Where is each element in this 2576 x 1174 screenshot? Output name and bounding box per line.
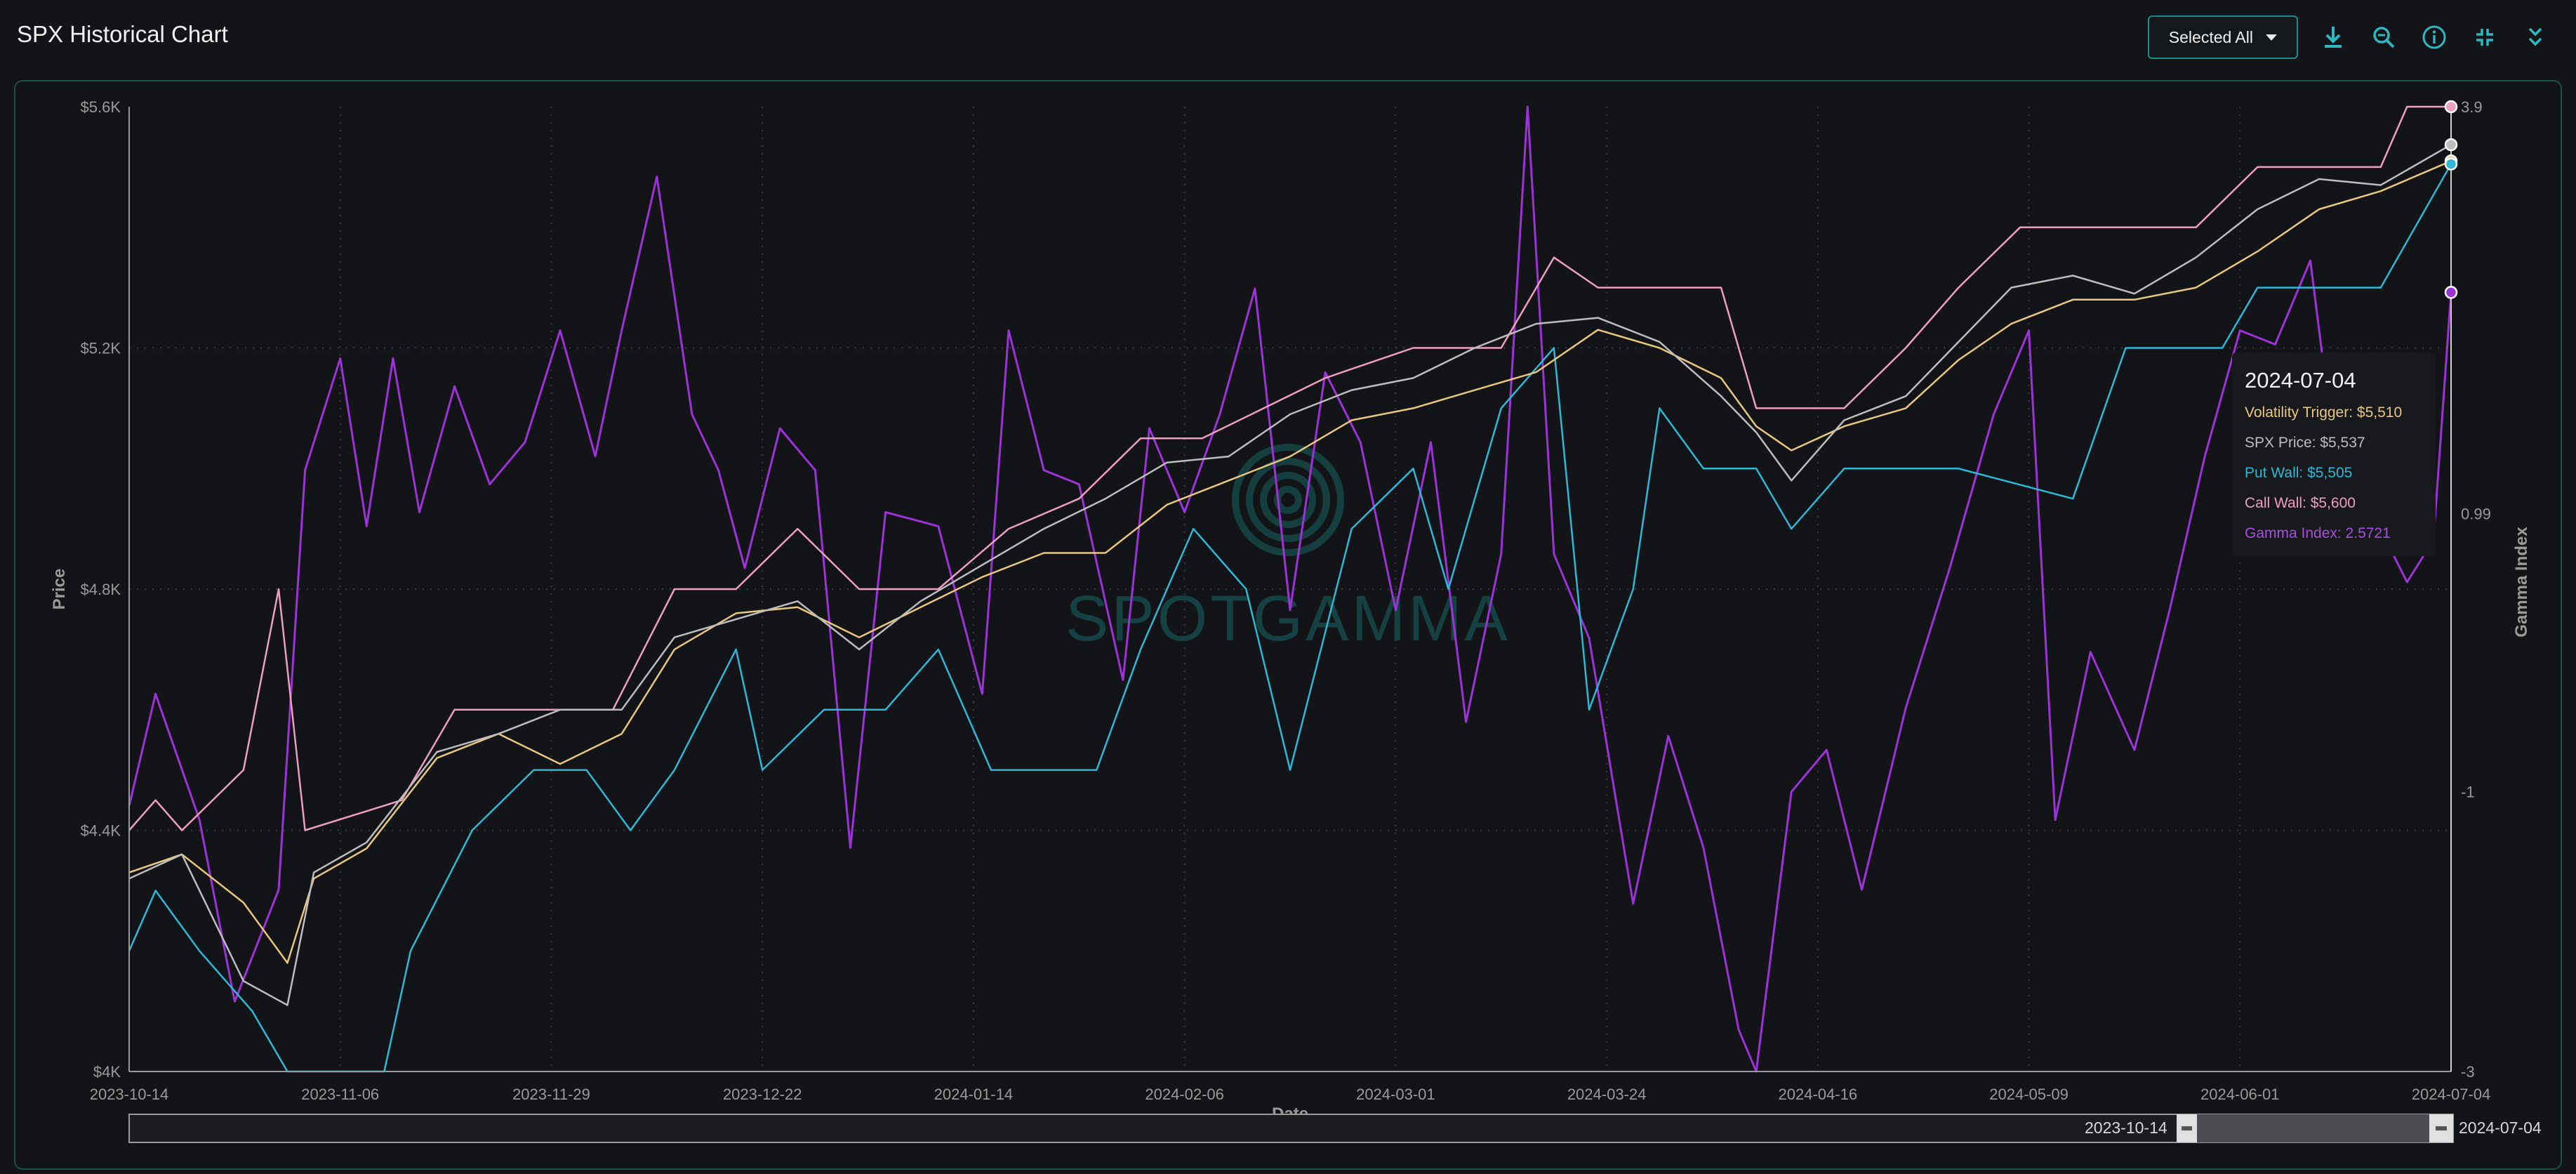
range-handle-left [2177, 1114, 2197, 1142]
x-tick-label: 2024-03-24 [1567, 1086, 1647, 1103]
watermark-text: SPOTGAMMA [1065, 583, 1511, 654]
chart-tooltip: 2024-07-04 Volatility Trigger: $5,510 SP… [2232, 352, 2436, 556]
x-tick-label: 2024-03-01 [1356, 1086, 1435, 1103]
y2-axis-label: Gamma Index [2512, 527, 2531, 638]
hover-markers [2444, 100, 2458, 299]
y2-tick-label: 0.99 [2461, 505, 2491, 522]
x-axis-label: Date [1272, 1104, 1308, 1123]
chevrons-down-icon[interactable] [2520, 22, 2551, 53]
collapse-icon[interactable] [2469, 22, 2500, 53]
series-layer [128, 105, 2452, 1073]
x-tick-label: 2023-11-29 [512, 1086, 590, 1103]
caret-down-icon [2266, 34, 2277, 41]
watermark-ring [1260, 472, 1316, 528]
zoom-icon[interactable] [2368, 22, 2399, 53]
download-icon[interactable] [2318, 22, 2349, 53]
x-tick-label: 2024-04-16 [1779, 1086, 1858, 1103]
y-tick-label: $5.6K [81, 98, 121, 116]
spotgamma-watermark: SPOTGAMMA [1065, 444, 1511, 654]
marker-put-wall [2444, 157, 2458, 171]
range-end-label: 2024-07-04 [2459, 1119, 2542, 1137]
y2-tick-label: -3 [2461, 1063, 2475, 1081]
y-tick-label: $4K [93, 1063, 121, 1081]
series-line-put-wall [128, 163, 2452, 1073]
tooltip-gamma-index: Gamma Index: 2.5721 [2245, 525, 2391, 541]
x-tick-label: 2024-01-14 [934, 1086, 1014, 1103]
chart-title: SPX Historical Chart [17, 21, 228, 47]
tooltip-volatility-trigger: Volatility Trigger: $5,510 [2245, 404, 2403, 421]
info-icon[interactable] [2419, 22, 2450, 53]
tooltip-date: 2024-07-04 [2245, 368, 2356, 393]
chart-panel [14, 80, 2562, 1170]
x-tick-label: 2024-06-01 [2200, 1086, 2280, 1103]
grid-lines [129, 107, 2451, 1071]
y-tick-label: $4.8K [81, 581, 121, 598]
series-line-spx-price [128, 144, 2452, 1006]
x-tick-label: 2023-10-14 [90, 1086, 169, 1103]
marker-call-wall [2444, 100, 2458, 114]
y-tick-label: $5.2K [81, 340, 121, 357]
x-tick-label: 2024-07-04 [2412, 1086, 2491, 1103]
watermark-ring [1246, 458, 1330, 542]
series-select-label: Selected All [2168, 27, 2253, 46]
tooltip-call-wall: Call Wall: $5,600 [2245, 495, 2356, 511]
x-tick-label: 2024-02-06 [1145, 1086, 1224, 1103]
chart-toolbar: Selected All [2147, 14, 2551, 60]
y-axis-label: Price [50, 569, 69, 610]
tooltip-spx-price: SPX Price: $5,537 [2245, 435, 2365, 451]
y2-tick-label: -1 [2461, 784, 2475, 801]
range-handle-right [2429, 1114, 2453, 1142]
range-start-label: 2023-10-14 [2085, 1119, 2167, 1137]
x-tick-label: 2023-12-22 [723, 1086, 802, 1103]
watermark-ring [1232, 444, 1344, 556]
marker-spx-price [2444, 138, 2458, 152]
series-line-call-wall [128, 105, 2451, 831]
marker-gamma-index [2444, 286, 2458, 299]
series-select-button[interactable]: Selected All [2147, 15, 2298, 59]
series-line-volatility-trigger [128, 160, 2452, 964]
tooltip-put-wall: Put Wall: $5,505 [2245, 465, 2353, 481]
y-tick-label: $4.4K [81, 822, 121, 840]
y2-tick-label: 3.9 [2461, 98, 2483, 116]
x-tick-label: 2023-11-06 [301, 1086, 379, 1103]
axes: 2023-10-14 2023-11-06 2023-11-29 2023-12-22… [50, 98, 2531, 1123]
watermark-ring [1274, 486, 1302, 514]
series-line-gamma-index [128, 105, 2452, 1073]
x-tick-label: 2024-05-09 [1989, 1086, 2069, 1103]
